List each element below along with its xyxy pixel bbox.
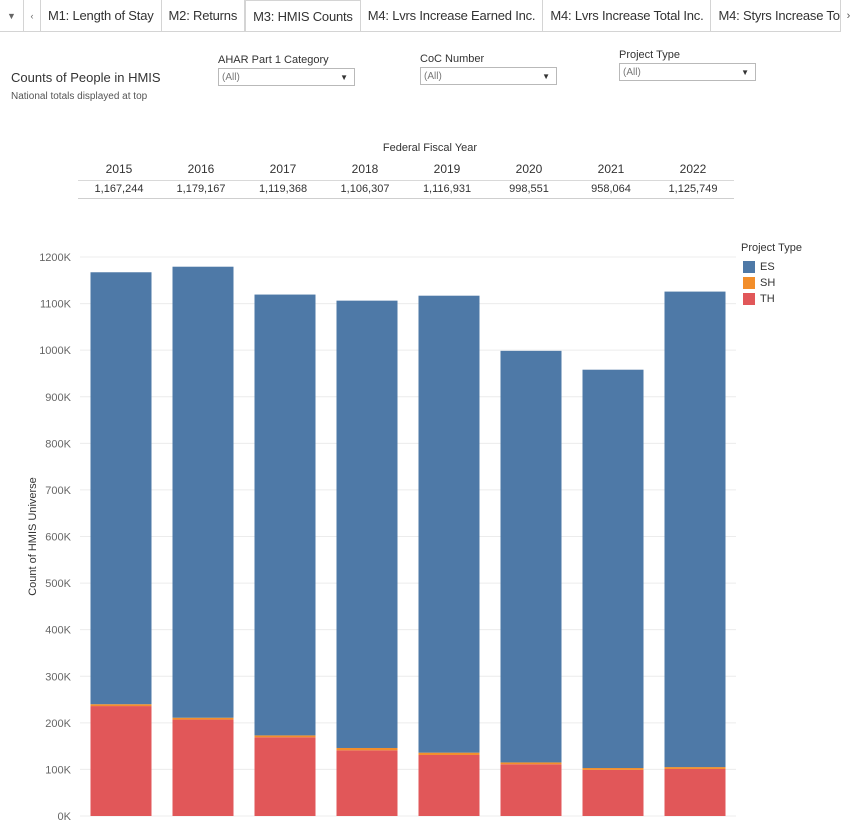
tab-scroll-left-icon[interactable]: ‹ — [24, 0, 41, 31]
bar-segment-es-2018[interactable] — [336, 300, 398, 748]
bar-segment-es-2019[interactable] — [418, 295, 480, 753]
bar-segment-es-2016[interactable] — [172, 266, 234, 718]
summary-year-cell: 2018 — [351, 162, 379, 176]
bar-segment-th-2022[interactable] — [664, 768, 726, 816]
legend-label-es: ES — [760, 261, 775, 273]
bar-segment-sh-2021[interactable] — [582, 768, 644, 770]
bar-segment-th-2016[interactable] — [172, 719, 234, 816]
project-type-label: Project Type — [619, 49, 680, 61]
legend-label-th: TH — [760, 293, 775, 305]
tab-m4-lvrs-increase-earned-inc[interactable]: M4: Lvrs Increase Earned Inc. — [361, 0, 544, 31]
summary-year-cell: 2019 — [433, 162, 461, 176]
bar-segment-th-2019[interactable] — [418, 754, 480, 816]
legend-item-es[interactable]: ES — [743, 259, 802, 275]
ahar-category-value: (All) — [222, 71, 240, 83]
summary-total-cell[interactable]: 1,167,244 — [94, 183, 144, 195]
summary-total-cell[interactable]: 998,551 — [509, 183, 549, 195]
y-tick-label: 800K — [45, 438, 71, 450]
summary-year-cell: 2017 — [269, 162, 297, 176]
y-tick-label: 500K — [45, 578, 71, 590]
y-tick-label: 0K — [58, 811, 72, 823]
bar-segment-sh-2018[interactable] — [336, 747, 398, 751]
bar-segment-es-2022[interactable] — [664, 291, 726, 768]
project-type-value: (All) — [623, 66, 641, 78]
summary-total-cell[interactable]: 1,106,307 — [340, 183, 390, 195]
y-tick-label: 1100K — [40, 299, 72, 311]
project-type-filter: Project Type (All) ▼ — [619, 49, 756, 81]
y-tick-label: 900K — [45, 392, 71, 404]
legend-swatch-th — [743, 293, 755, 305]
bar-segment-th-2018[interactable] — [336, 750, 398, 816]
summary-year-cell: 2021 — [597, 162, 625, 176]
legend-label-sh: SH — [760, 277, 776, 289]
tab-m4-styrs-increase-total-inc[interactable]: M4: Styrs Increase Total Inc. — [711, 0, 856, 31]
stacked-bar-chart: 0K 100K 200K 300K 400K 500K 600K 700K 800K 900K 10… — [27, 252, 736, 823]
legend-swatch-sh — [743, 277, 755, 289]
y-tick-label: 700K — [45, 485, 71, 497]
bar-segment-es-2015[interactable] — [90, 272, 152, 705]
summary-total-cell[interactable]: 1,119,368 — [258, 183, 308, 195]
chevron-down-icon: ▼ — [340, 72, 348, 82]
tab-bar: ▼ ‹ M1: Length of Stay M2: Returns M3: H… — [0, 0, 856, 32]
y-tick-label: 600K — [45, 532, 71, 544]
y-tick-label: 300K — [45, 671, 71, 683]
chart-legend: Project Type ES SH TH — [741, 242, 802, 307]
summary-total-cell[interactable]: 1,179,167 — [176, 183, 226, 195]
summary-year-cell: 2016 — [187, 162, 215, 176]
chevron-down-icon: ▼ — [741, 67, 749, 77]
y-axis-ticks: 0K 100K 200K 300K 400K 500K 600K 700K 800K 900K 10… — [39, 252, 71, 823]
coc-number-filter: CoC Number (All) ▼ — [420, 53, 557, 85]
coc-number-value: (All) — [424, 70, 442, 82]
page-subtitle: National totals displayed at top — [11, 91, 148, 102]
chevron-down-icon: ▼ — [542, 71, 550, 81]
tab-m4-lvrs-increase-total-inc[interactable]: M4: Lvrs Increase Total Inc. — [543, 0, 712, 31]
bar-segment-sh-2016[interactable] — [172, 717, 234, 720]
page-title: Counts of People in HMIS — [11, 70, 161, 85]
bar-segment-sh-2020[interactable] — [500, 762, 562, 765]
project-type-select[interactable]: (All) ▼ — [619, 63, 756, 81]
tab-m3-hmis-counts[interactable]: M3: HMIS Counts — [245, 0, 361, 31]
bar-segment-es-2020[interactable] — [500, 350, 562, 763]
y-tick-label: 100K — [45, 764, 71, 776]
summary-total-cell[interactable]: 1,116,931 — [422, 183, 472, 195]
tab-list-dropdown-icon[interactable]: ▼ — [0, 0, 24, 31]
summary-total-cell[interactable]: 958,064 — [591, 183, 631, 195]
coc-number-select[interactable]: (All) ▼ — [420, 67, 557, 85]
bar-segment-es-2021[interactable] — [582, 369, 644, 769]
legend-item-sh[interactable]: SH — [743, 275, 802, 291]
summary-year-cell: 2022 — [679, 162, 707, 176]
legend-item-th[interactable]: TH — [743, 291, 802, 307]
y-tick-label: 1000K — [39, 345, 71, 357]
tab-scroll-right-icon[interactable]: › — [840, 0, 856, 32]
summary-total-cell[interactable]: 1,125,749 — [668, 183, 718, 195]
legend-title: Project Type — [741, 242, 802, 254]
summary-year-cell: 2020 — [515, 162, 543, 176]
y-tick-label: 400K — [45, 625, 71, 637]
summary-year-cell: 2015 — [105, 162, 133, 176]
tab-m1-length-of-stay[interactable]: M1: Length of Stay — [41, 0, 162, 31]
tab-m2-returns[interactable]: M2: Returns — [162, 0, 246, 31]
bar-segment-sh-2017[interactable] — [254, 735, 316, 738]
y-tick-label: 200K — [45, 718, 71, 730]
summary-totals-row: 1,167,244 1,179,167 1,119,368 1,106,307 … — [78, 180, 734, 199]
y-tick-label: 1200K — [39, 252, 71, 264]
summary-table-title: Federal Fiscal Year — [382, 142, 478, 154]
bar-segment-sh-2015[interactable] — [90, 704, 152, 707]
bar-segment-sh-2022[interactable] — [664, 767, 726, 769]
ahar-category-filter: AHAR Part 1 Category (All) ▼ — [218, 54, 355, 86]
ahar-category-select[interactable]: (All) ▼ — [218, 68, 355, 86]
legend-swatch-es — [743, 261, 755, 273]
bar-segment-th-2015[interactable] — [90, 706, 152, 816]
ahar-category-label: AHAR Part 1 Category — [218, 54, 329, 66]
bar-segment-es-2017[interactable] — [254, 294, 316, 736]
bar-segment-th-2021[interactable] — [582, 769, 644, 816]
chart-bars — [90, 266, 726, 816]
summary-years-row: 2015 2016 2017 2018 2019 2020 2021 2022 — [78, 162, 734, 176]
bar-segment-sh-2019[interactable] — [418, 752, 480, 755]
bar-segment-th-2020[interactable] — [500, 764, 562, 816]
y-axis-title: Count of HMIS Universe — [27, 477, 39, 596]
coc-number-label: CoC Number — [420, 53, 485, 65]
bar-segment-th-2017[interactable] — [254, 737, 316, 816]
